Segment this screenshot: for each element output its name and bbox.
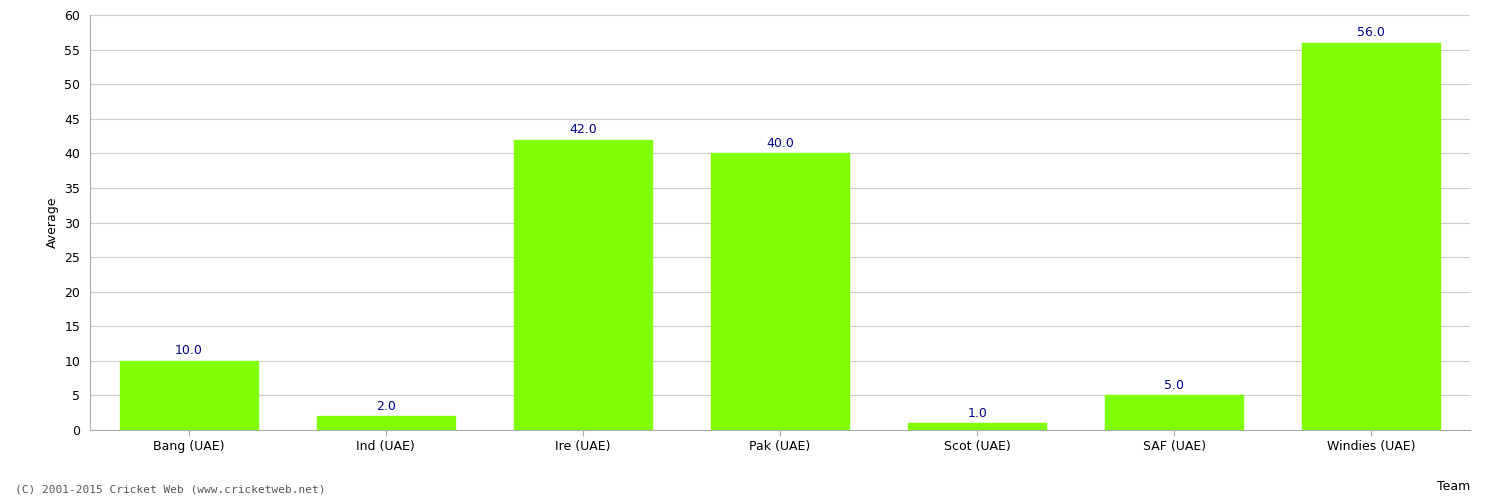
Text: 56.0: 56.0 [1358,26,1386,39]
Text: 42.0: 42.0 [568,123,597,136]
Text: 5.0: 5.0 [1164,379,1185,392]
Bar [514,140,652,430]
Bar [120,361,258,430]
Text: 1.0: 1.0 [968,406,987,420]
Text: 40.0: 40.0 [766,137,794,150]
Text: 2.0: 2.0 [376,400,396,412]
Bar [711,154,849,430]
Bar [316,416,454,430]
Text: 10.0: 10.0 [174,344,202,358]
Y-axis label: Average: Average [45,196,58,248]
Bar [908,423,1046,430]
Text: Team: Team [1437,480,1470,493]
Bar [1106,396,1244,430]
Bar [1302,42,1440,430]
Text: (C) 2001-2015 Cricket Web (www.cricketweb.net): (C) 2001-2015 Cricket Web (www.cricketwe… [15,485,326,495]
